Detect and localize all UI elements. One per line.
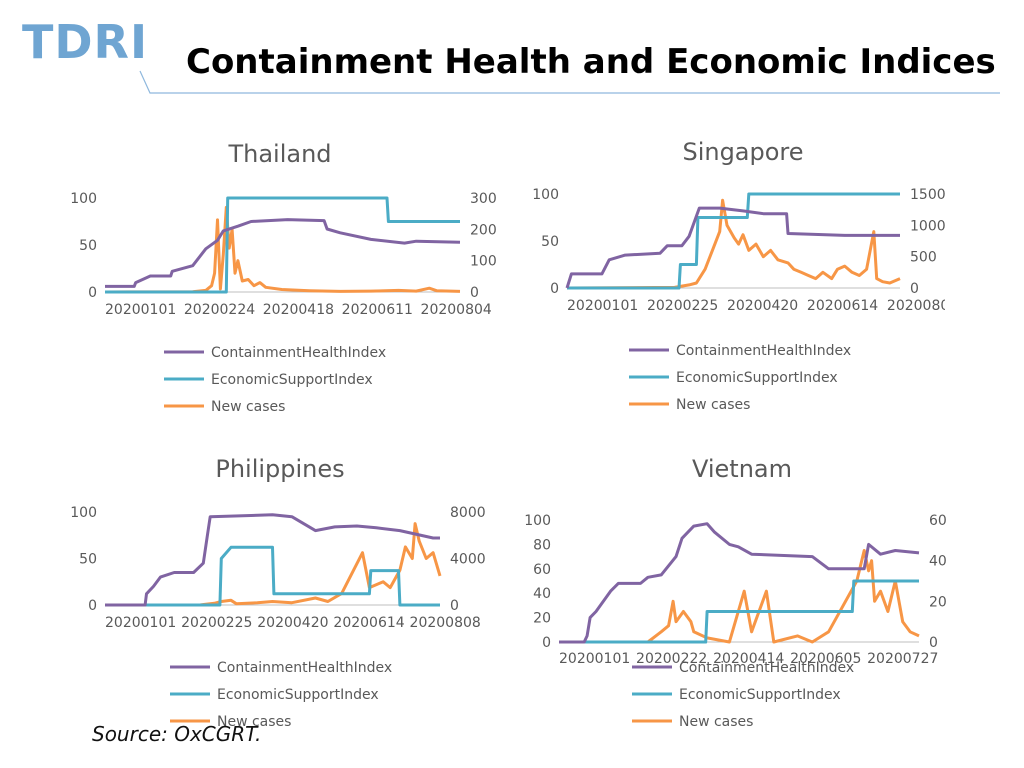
legend-label: ContainmentHealthIndex bbox=[217, 660, 392, 676]
y-left-tick-label: 100 bbox=[524, 513, 551, 529]
x-tick-label: 20200225 bbox=[181, 615, 252, 631]
y-right-tick-label: 20 bbox=[929, 594, 947, 610]
legend: ContainmentHealthIndex EconomicSupportInd… bbox=[164, 345, 386, 415]
y-right-tick-label: 200 bbox=[470, 222, 497, 238]
legend: ContainmentHealthIndex EconomicSupportInd… bbox=[629, 343, 851, 413]
x-tick-label: 20200101 bbox=[105, 302, 176, 318]
x-tick-label: 20200101 bbox=[559, 651, 630, 667]
chart-title: Vietnam bbox=[692, 455, 792, 483]
y-right-tick-label: 0 bbox=[470, 285, 479, 301]
x-tick-label: 20200222 bbox=[636, 651, 707, 667]
x-tick-label: 20200614 bbox=[333, 615, 404, 631]
y-left-tick-label: 100 bbox=[70, 505, 97, 521]
page-title: Containment Health and Economic Indices bbox=[186, 42, 996, 82]
legend-label: EconomicSupportIndex bbox=[676, 370, 838, 386]
series-line-economicsupportindex bbox=[105, 545, 440, 607]
title-underline bbox=[139, 70, 1000, 94]
y-right-tick-label: 60 bbox=[929, 513, 947, 529]
y-left-tick-label: 60 bbox=[533, 562, 551, 578]
chart-title: Philippines bbox=[215, 455, 344, 483]
series-line-economicsupportindex bbox=[105, 196, 460, 294]
legend-label: EconomicSupportIndex bbox=[211, 372, 373, 388]
legend-label: New cases bbox=[676, 397, 750, 413]
x-tick-label: 20200804 bbox=[421, 302, 492, 318]
y-left-tick-label: 0 bbox=[542, 635, 551, 651]
legend-label: ContainmentHealthIndex bbox=[679, 660, 854, 676]
x-tick-label: 20200614 bbox=[807, 298, 878, 314]
y-right-tick-label: 4000 bbox=[450, 552, 486, 568]
x-tick-label: 20200420 bbox=[727, 298, 798, 314]
series-line-containmenthealthindex bbox=[105, 513, 440, 607]
y-left-tick-label: 0 bbox=[88, 598, 97, 614]
chart-thailand: Thailand 0 50 100 0 100 200 300 20200101 20200224… bbox=[70, 140, 497, 415]
y-left-tick-label: 40 bbox=[533, 586, 551, 602]
x-tick-label: 20200414 bbox=[713, 651, 784, 667]
legend-label: New cases bbox=[211, 399, 285, 415]
y-right-tick-label: 40 bbox=[929, 554, 947, 570]
y-right-tick-label: 500 bbox=[910, 250, 937, 266]
y-right-tick-label: 0 bbox=[910, 281, 919, 297]
y-left-tick-label: 50 bbox=[79, 238, 97, 254]
series-line-economicsupportindex bbox=[567, 192, 900, 290]
y-right-tick-label: 8000 bbox=[450, 505, 486, 521]
y-left-tick-label: 100 bbox=[532, 187, 559, 203]
chart-title: Singapore bbox=[682, 138, 803, 166]
legend-label: ContainmentHealthIndex bbox=[676, 343, 851, 359]
series-line-containmenthealthindex bbox=[565, 206, 900, 289]
series-line-economicsupportindex bbox=[559, 579, 919, 644]
legend-label: New cases bbox=[679, 714, 753, 730]
y-right-tick-label: 0 bbox=[450, 598, 459, 614]
series-line-containmenthealthindex bbox=[105, 218, 461, 288]
x-tick-label: 20200420 bbox=[257, 615, 328, 631]
x-tick-label: 20200808 bbox=[410, 615, 481, 631]
logo-text: TDRI bbox=[22, 18, 148, 64]
tdri-logo-mark: TDRI bbox=[22, 15, 148, 69]
y-right-tick-label: 300 bbox=[470, 191, 497, 207]
y-right-tick-label: 1500 bbox=[910, 187, 945, 203]
y-left-tick-label: 80 bbox=[533, 537, 551, 553]
y-left-tick-label: 50 bbox=[79, 552, 97, 568]
legend: ContainmentHealthIndex EconomicSupportInd… bbox=[632, 660, 854, 730]
y-right-tick-label: 100 bbox=[470, 254, 497, 270]
y-right-tick-label: 1000 bbox=[910, 218, 945, 234]
x-tick-label: 20200605 bbox=[790, 651, 861, 667]
tdri-logo: TDRI bbox=[22, 15, 152, 69]
x-tick-label: 20200101 bbox=[105, 615, 176, 631]
series-line-new-cases bbox=[559, 549, 920, 644]
x-tick-label: 20200808 bbox=[887, 298, 945, 314]
y-left-tick-label: 0 bbox=[88, 285, 97, 301]
y-right-tick-label: 0 bbox=[929, 635, 938, 651]
y-left-tick-label: 100 bbox=[70, 191, 97, 207]
y-left-tick-label: 50 bbox=[541, 234, 559, 250]
x-tick-label: 20200727 bbox=[867, 651, 938, 667]
legend-label: EconomicSupportIndex bbox=[217, 687, 379, 703]
x-tick-label: 20200418 bbox=[263, 302, 334, 318]
series-line-new-cases bbox=[566, 198, 901, 290]
chart-vietnam: Vietnam 0 20 40 60 80 100 0 20 40 60 20200101 202002… bbox=[524, 455, 947, 730]
y-left-tick-label: 0 bbox=[550, 281, 559, 297]
legend-label: EconomicSupportIndex bbox=[679, 687, 841, 703]
chart-philippines: Philippines 0 50 100 0 4000 8000 20200101 202002… bbox=[70, 455, 486, 730]
x-tick-label: 20200101 bbox=[567, 298, 638, 314]
legend: ContainmentHealthIndex EconomicSupportInd… bbox=[170, 660, 392, 730]
series-line-new-cases bbox=[104, 205, 461, 294]
series-line-containmenthealthindex bbox=[559, 522, 920, 644]
x-tick-label: 20200224 bbox=[184, 302, 255, 318]
y-left-tick-label: 20 bbox=[533, 611, 551, 627]
legend-label: ContainmentHealthIndex bbox=[211, 345, 386, 361]
legend-label: New cases bbox=[217, 714, 291, 730]
series-line-new-cases bbox=[104, 522, 442, 607]
x-tick-label: 20200611 bbox=[342, 302, 413, 318]
source-note: Source: OxCGRT. bbox=[92, 722, 262, 746]
x-tick-label: 20200225 bbox=[647, 298, 718, 314]
chart-title: Thailand bbox=[227, 140, 331, 168]
